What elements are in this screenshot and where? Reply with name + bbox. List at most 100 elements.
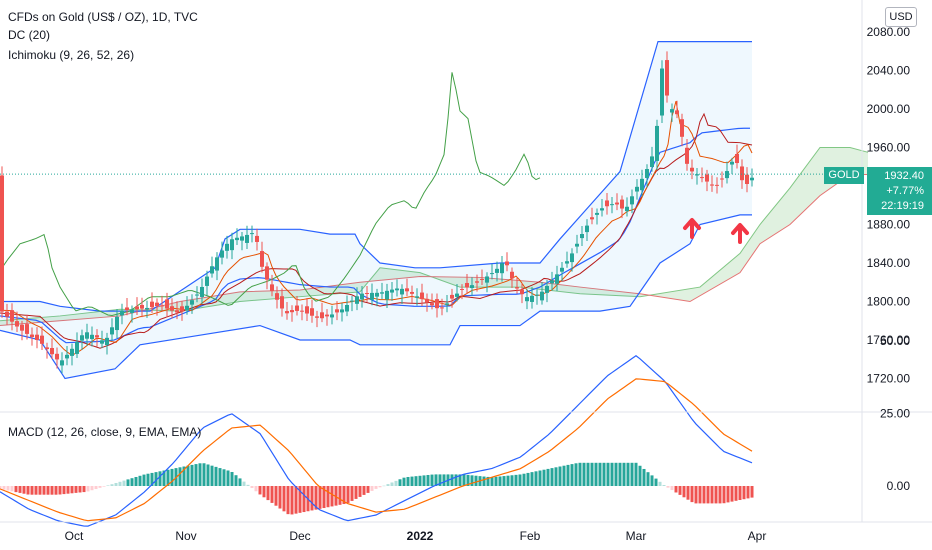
indicator-ichimoku-label[interactable]: Ichimoku (9, 26, 52, 26) xyxy=(8,48,135,62)
candle-body xyxy=(130,309,134,313)
candle-body xyxy=(280,296,284,309)
candle-body xyxy=(190,300,194,305)
currency-button[interactable]: USD xyxy=(885,7,917,27)
candle-body xyxy=(140,304,144,309)
candle-body xyxy=(440,307,444,309)
indicator-dc-label[interactable]: DC (20) xyxy=(8,28,51,42)
donchian-channel xyxy=(0,41,752,380)
macd-histogram-bar xyxy=(426,474,430,486)
last-price: 1932.40 xyxy=(884,170,924,182)
candle-body xyxy=(525,297,529,302)
candle-body xyxy=(455,293,459,297)
macd-histogram-bar xyxy=(638,465,642,486)
candle-body xyxy=(420,292,424,300)
candle-body xyxy=(720,178,724,180)
candle-body xyxy=(340,309,344,313)
ichimoku-cloud xyxy=(0,147,869,327)
candle-body xyxy=(650,156,654,168)
macd-histogram-bar xyxy=(2,486,6,490)
candle-body xyxy=(260,251,264,267)
macd-histogram-bar xyxy=(502,476,506,486)
macd-histogram-bar xyxy=(342,486,346,505)
candle-body xyxy=(620,199,624,209)
indicator-macd-label[interactable]: MACD (12, 26, close, 9, EMA, EMA) xyxy=(8,425,202,439)
macd-histogram-bar xyxy=(206,464,210,486)
candle-body xyxy=(425,298,429,303)
macd-histogram-bar xyxy=(622,462,626,486)
macd-histogram-bar xyxy=(286,486,290,515)
macd-histogram-bar xyxy=(294,486,298,514)
macd-histogram-bar xyxy=(42,486,46,495)
macd-histogram-bar xyxy=(458,474,462,486)
macd-histogram-bar xyxy=(370,486,374,491)
candle-body xyxy=(735,154,739,164)
candle-body xyxy=(265,266,269,280)
macd-histogram-bar xyxy=(54,486,58,495)
macd-histogram-bar xyxy=(722,486,726,504)
candle-body xyxy=(685,147,689,164)
candle-body xyxy=(245,234,249,243)
candle-body xyxy=(750,177,754,181)
macd-histogram-bar xyxy=(50,486,54,495)
macd-histogram-bar xyxy=(222,469,226,486)
macd-histogram-bar xyxy=(146,473,150,486)
macd-histogram-bar xyxy=(118,481,122,486)
macd-histogram-bar xyxy=(186,465,190,486)
candle-body xyxy=(565,261,569,264)
macd-histogram-bar xyxy=(266,486,270,501)
macd-histogram-bar xyxy=(178,467,182,486)
macd-histogram-bar xyxy=(434,474,438,486)
macd-histogram-bar xyxy=(334,486,338,506)
candle-body xyxy=(345,305,349,312)
candle-body xyxy=(235,237,239,241)
macd-histogram-bar xyxy=(662,485,666,486)
candle-body xyxy=(270,284,274,291)
symbol-badge: GOLD xyxy=(824,167,864,184)
candle-body xyxy=(240,236,244,241)
macd-histogram-bar xyxy=(558,466,562,486)
macd-histogram-bar xyxy=(562,465,566,486)
macd-histogram-bar xyxy=(26,486,30,495)
macd-histogram-bar xyxy=(362,486,366,495)
candle-body xyxy=(580,233,584,239)
candle-body xyxy=(690,167,694,172)
macd-histogram-bar xyxy=(590,462,594,486)
candle-body xyxy=(695,174,699,176)
candle-body xyxy=(275,293,279,300)
macd-histogram-bar xyxy=(30,486,34,495)
price-tick-label: 2040.00 xyxy=(867,64,911,78)
macd-histogram-bar xyxy=(10,486,14,492)
macd-histogram-bar xyxy=(290,486,294,515)
macd-histogram-bar xyxy=(250,486,254,489)
macd-histogram-bar xyxy=(318,486,322,509)
macd-histogram-bar xyxy=(490,477,494,486)
candle-body xyxy=(50,348,54,355)
candle-body xyxy=(575,243,579,247)
macd-histogram-bar xyxy=(130,478,134,486)
macd-histogram-bar xyxy=(274,486,278,506)
candle-body xyxy=(380,292,384,294)
candle-body xyxy=(5,311,9,317)
candle-body xyxy=(90,334,94,340)
candle-body xyxy=(320,312,324,319)
macd-histogram-bar xyxy=(402,477,406,486)
candle-body xyxy=(150,301,154,308)
macd-histogram-bar xyxy=(34,486,38,495)
candle-body xyxy=(290,310,294,313)
time-tick-label: Dec xyxy=(289,529,310,543)
candle-body xyxy=(160,305,164,307)
candle-body xyxy=(360,293,364,300)
macd-histogram-bar xyxy=(654,478,658,486)
candle-body xyxy=(645,169,649,178)
macd-histogram-bar xyxy=(114,483,118,486)
candle-body xyxy=(60,360,64,366)
price-tick-label: 2080.00 xyxy=(867,25,911,39)
macd-histogram-bar xyxy=(18,486,22,493)
macd-histogram-bar xyxy=(486,476,490,486)
macd-histogram-bar xyxy=(134,476,138,486)
candle-body xyxy=(745,174,749,185)
candle-body xyxy=(250,233,254,235)
macd-histogram-bar xyxy=(510,475,514,486)
price-change: +7.77% xyxy=(886,185,924,197)
